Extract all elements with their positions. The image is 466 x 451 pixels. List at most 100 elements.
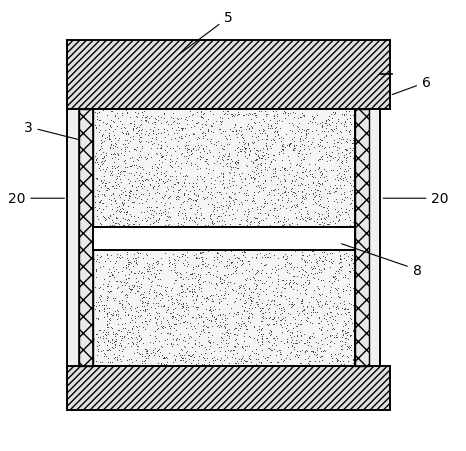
Point — [196, 165, 204, 172]
Point — [306, 334, 313, 341]
Point — [230, 252, 237, 259]
Point — [284, 195, 291, 202]
Point — [227, 195, 235, 202]
Point — [270, 315, 278, 322]
Point — [122, 211, 130, 218]
Point — [98, 177, 105, 184]
Point — [258, 167, 265, 175]
Point — [121, 144, 129, 151]
Point — [257, 217, 265, 224]
Point — [257, 327, 265, 334]
Point — [147, 204, 155, 212]
Point — [252, 183, 260, 190]
Point — [144, 300, 152, 307]
Point — [256, 308, 263, 315]
Point — [215, 173, 222, 180]
Point — [157, 114, 164, 121]
Point — [136, 200, 143, 207]
Point — [338, 341, 345, 349]
Point — [157, 210, 164, 217]
Point — [319, 249, 326, 256]
Point — [248, 198, 255, 205]
Point — [209, 298, 216, 305]
Point — [192, 192, 199, 199]
Point — [334, 174, 341, 181]
Point — [199, 115, 206, 122]
Point — [329, 316, 336, 323]
Point — [112, 200, 120, 207]
Point — [171, 168, 178, 175]
Point — [186, 332, 194, 340]
Point — [92, 156, 99, 163]
Point — [218, 217, 226, 224]
Point — [268, 279, 276, 286]
Point — [236, 174, 244, 181]
Point — [113, 123, 121, 130]
Point — [144, 355, 151, 362]
Point — [101, 307, 108, 314]
Point — [331, 273, 339, 280]
Point — [207, 180, 215, 187]
Point — [213, 204, 220, 211]
Point — [293, 332, 301, 339]
Point — [132, 161, 139, 169]
Point — [199, 145, 207, 152]
Point — [222, 135, 229, 143]
Point — [209, 357, 217, 364]
Point — [288, 334, 295, 341]
Point — [333, 188, 340, 195]
Point — [227, 156, 234, 163]
Point — [303, 317, 311, 324]
Point — [161, 170, 168, 177]
Point — [215, 306, 223, 313]
Point — [315, 266, 323, 273]
Point — [98, 145, 106, 152]
Point — [252, 346, 260, 353]
Point — [97, 209, 104, 216]
Point — [161, 206, 168, 213]
Point — [271, 336, 279, 344]
Point — [150, 351, 158, 359]
Point — [151, 327, 159, 335]
Point — [334, 199, 341, 206]
Point — [342, 250, 350, 257]
Point — [341, 168, 348, 175]
Point — [200, 196, 208, 203]
Point — [164, 307, 171, 314]
Point — [184, 261, 192, 268]
Point — [209, 298, 217, 305]
Point — [301, 268, 308, 275]
Point — [97, 293, 105, 300]
Point — [123, 255, 130, 262]
Point — [277, 293, 284, 300]
Point — [281, 320, 288, 327]
Point — [213, 254, 221, 261]
Point — [305, 258, 312, 265]
Point — [321, 299, 329, 307]
Point — [199, 121, 206, 128]
Point — [201, 186, 209, 193]
Point — [164, 296, 172, 304]
Point — [226, 126, 234, 133]
Point — [136, 285, 143, 292]
Point — [170, 119, 177, 126]
Point — [218, 360, 226, 367]
Point — [132, 341, 140, 348]
Point — [93, 155, 101, 162]
Point — [194, 311, 202, 318]
Point — [187, 162, 195, 170]
Point — [168, 261, 176, 268]
Point — [103, 342, 111, 349]
Point — [126, 188, 134, 195]
Point — [347, 343, 354, 350]
Point — [252, 133, 260, 141]
Point — [205, 359, 212, 366]
Point — [326, 122, 333, 129]
Point — [123, 138, 131, 145]
Point — [335, 145, 343, 152]
Point — [258, 325, 266, 332]
Point — [194, 271, 202, 278]
Point — [143, 117, 150, 124]
Point — [116, 347, 123, 354]
Point — [199, 146, 206, 153]
